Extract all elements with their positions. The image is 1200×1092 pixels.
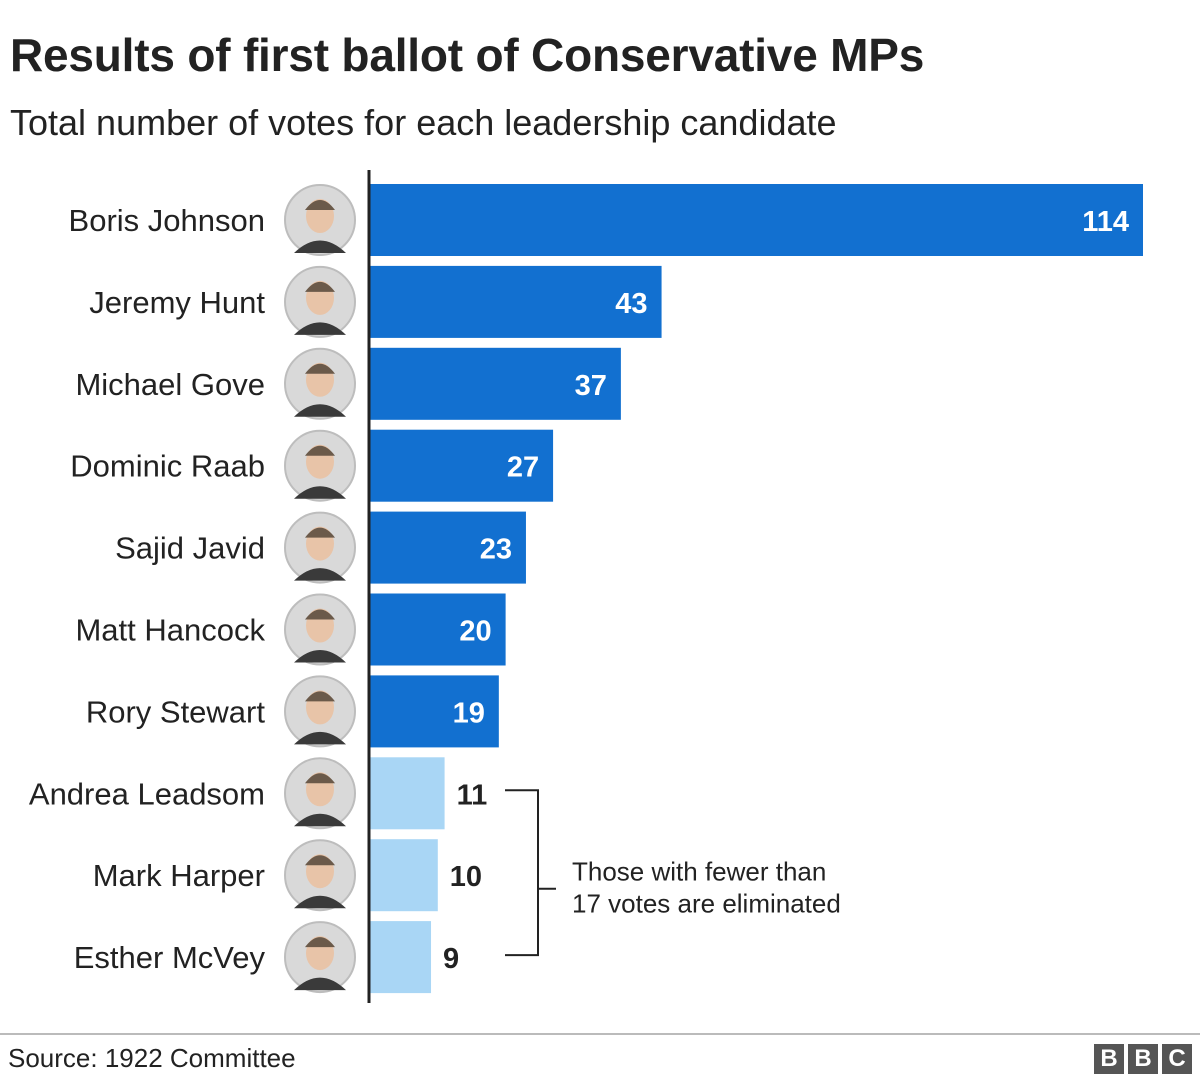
bar: [370, 757, 445, 830]
portrait-shoulders: [294, 486, 346, 499]
annotation-text: Those with fewer than: [572, 857, 826, 887]
portrait-hair: [305, 691, 335, 702]
portrait-shoulders: [294, 240, 346, 253]
bar: [370, 593, 506, 666]
portrait-shoulders: [294, 813, 346, 827]
bar-value-label: 20: [459, 616, 491, 648]
bbc-logo-letter: C: [1162, 1044, 1192, 1074]
portrait-shoulders: [294, 731, 346, 745]
source-note: Source: 1922 Committee: [8, 1043, 296, 1073]
bar-value-label: 9: [443, 943, 459, 975]
portrait-hair: [305, 527, 335, 538]
bar-chart: 114 Boris Johnson 43 Jeremy Hunt 37 Michael G…: [29, 170, 1143, 1003]
category-label: Jeremy Hunt: [89, 285, 265, 320]
portrait-hair: [305, 937, 335, 948]
bar-value-label: 43: [615, 288, 647, 320]
bbc-logo-letter: B: [1128, 1044, 1158, 1074]
portrait-shoulders: [294, 895, 346, 909]
portrait-shoulders: [294, 568, 346, 581]
category-label: Boris Johnson: [69, 203, 265, 238]
portrait-shoulders: [294, 404, 346, 417]
category-label: Michael Gove: [75, 367, 265, 402]
category-label: Matt Hancock: [75, 613, 265, 648]
annotation-text: 17 votes are eliminated: [572, 889, 841, 919]
bar: [370, 921, 432, 994]
bar: [370, 429, 554, 502]
bar-value-label: 114: [1082, 206, 1129, 238]
elimination-bracket: [505, 789, 556, 957]
chart-subtitle: Total number of votes for each leadershi…: [10, 102, 837, 143]
portrait-hair: [305, 445, 335, 456]
portrait-hair: [305, 773, 335, 784]
bar: [370, 347, 621, 420]
bar: [370, 675, 499, 748]
category-label: Rory Stewart: [86, 694, 266, 729]
portrait-shoulders: [294, 977, 346, 991]
footer-divider: [0, 1033, 1200, 1035]
category-label: Esther McVey: [74, 940, 266, 975]
chart-title: Results of first ballot of Conservative …: [10, 29, 925, 81]
portrait-hair: [305, 855, 335, 866]
portrait-hair: [305, 200, 335, 210]
portrait-shoulders: [294, 322, 346, 335]
portrait-hair: [305, 281, 335, 292]
bar-value-label: 23: [480, 534, 512, 566]
bar-value-label: 37: [575, 370, 607, 402]
category-label: Sajid Javid: [115, 531, 265, 566]
category-label: Dominic Raab: [70, 449, 265, 484]
category-label: Mark Harper: [93, 858, 265, 893]
portrait-hair: [305, 363, 335, 374]
bar-value-label: 19: [453, 697, 485, 729]
bar: [370, 511, 526, 584]
bar: [370, 265, 662, 338]
category-label: Andrea Leadsom: [29, 776, 265, 811]
bar: [370, 839, 438, 912]
bar-value-label: 11: [457, 779, 488, 811]
portrait-shoulders: [294, 650, 346, 663]
bbc-logo: B B C: [1094, 1044, 1192, 1074]
bar-value-label: 27: [507, 452, 539, 484]
bar: [370, 184, 1143, 256]
bar-value-label: 10: [450, 861, 482, 893]
portrait-hair: [305, 609, 335, 620]
bbc-logo-letter: B: [1094, 1044, 1124, 1074]
